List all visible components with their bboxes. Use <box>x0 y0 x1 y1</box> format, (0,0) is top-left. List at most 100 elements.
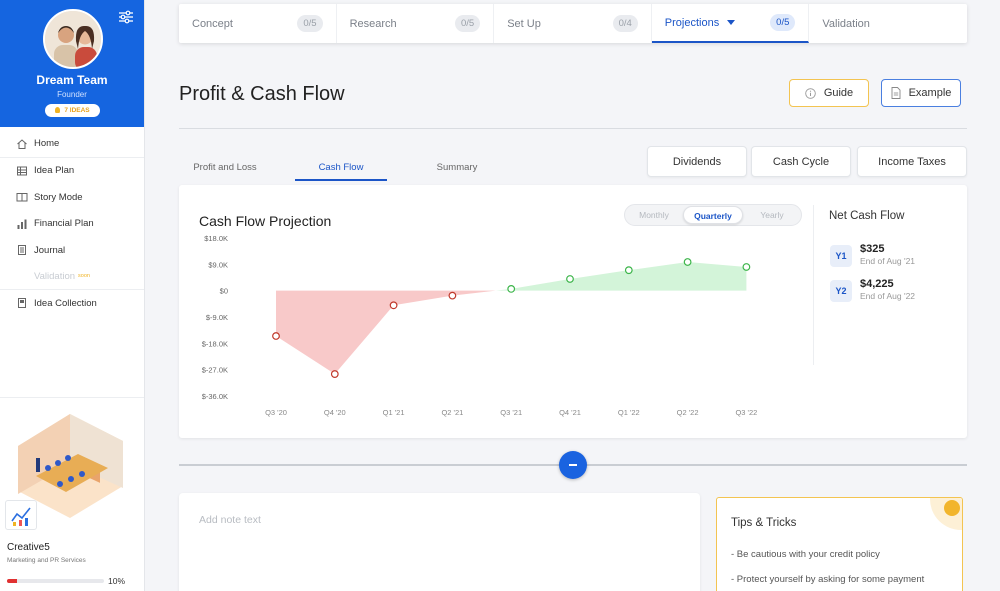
step-tabs: Concept 0/5 Research 0/5 Set Up 0/4 Project… <box>179 4 967 43</box>
sidebar-item-idea-collection[interactable]: Idea Collection <box>0 290 144 317</box>
x-tick-label: Q2 '21 <box>441 408 463 417</box>
bulb-icon <box>55 107 61 113</box>
cash-cycle-button[interactable]: Cash Cycle <box>751 146 851 177</box>
table-icon <box>16 165 28 177</box>
page-title: Profit & Cash Flow <box>179 83 345 105</box>
tip-item: - Be cautious with your credit policy <box>731 549 880 560</box>
validation-icon <box>16 270 28 282</box>
user-role: Founder <box>57 90 87 99</box>
sidebar-item-label: Idea Collection <box>34 297 97 309</box>
net-cash-flow-y1: Y1 $325 End of Aug '21 <box>830 243 960 273</box>
x-tick-label: Q3 '22 <box>735 408 757 417</box>
tab-concept[interactable]: Concept 0/5 <box>179 4 337 43</box>
x-tick-label: Q1 '22 <box>618 408 640 417</box>
journal-icon <box>16 244 28 256</box>
data-point <box>566 275 574 283</box>
caret-down-icon[interactable] <box>727 20 736 25</box>
company-progress-fill <box>7 579 17 583</box>
company-logo <box>5 500 37 530</box>
tips-card: Tips & Tricks - Be cautious with your cr… <box>716 497 963 591</box>
sidebar-item-validation: Validation soon <box>0 264 144 290</box>
data-point <box>272 332 280 340</box>
sliders-icon[interactable] <box>118 9 134 25</box>
ideas-badge[interactable]: 7 IDEAS <box>45 104 100 117</box>
company-progress-label: 10% <box>108 576 126 586</box>
sidebar-item-home[interactable]: Home <box>0 131 144 158</box>
tab-profit-and-loss[interactable]: Profit and Loss <box>193 162 257 173</box>
tab-label: Research <box>349 17 397 30</box>
data-point <box>742 263 751 271</box>
negative-area <box>276 290 496 375</box>
y-tick-label: $-36.0K <box>202 392 228 401</box>
note-editor[interactable]: Add note text <box>179 493 700 591</box>
x-tick-label: Q3 '21 <box>500 408 522 417</box>
cash-flow-chart: $18.0K $9.0K $0 $-9.0K $-18.0K $-27.0K $-36.0K… <box>202 234 758 417</box>
tab-label: Validation <box>822 17 870 30</box>
income-taxes-button[interactable]: Income Taxes <box>857 146 967 177</box>
company-card[interactable]: Creative5 Marketing and PR Services 10% <box>0 397 144 591</box>
net-cash-flow-value: $325 <box>860 243 885 255</box>
sidebar-item-label: Validation <box>34 270 76 282</box>
tab-count: 0/5 <box>297 15 323 32</box>
y-tick-label: $9.0K <box>208 260 228 269</box>
sidebar-item-label: Journal <box>34 244 66 256</box>
x-tick-label: Q4 '21 <box>559 408 581 417</box>
x-tick-label: Q3 '20 <box>265 408 287 417</box>
sidebar-item-idea-plan[interactable]: Idea Plan <box>0 158 144 185</box>
positive-area <box>495 261 747 291</box>
x-tick-label: Q4 '20 <box>324 408 346 417</box>
period-yearly[interactable]: Yearly <box>760 210 784 220</box>
tab-label: Set Up <box>507 17 541 30</box>
tab-count: 0/5 <box>454 15 481 32</box>
avatar[interactable] <box>43 9 103 69</box>
x-tick-label: Q2 '22 <box>677 408 699 417</box>
net-cash-flow-y2: Y2 $4,225 End of Aug '22 <box>830 278 960 308</box>
tab-count: 0/5 <box>770 14 796 31</box>
tip-item: - Protect yourself by asking for some pa… <box>731 574 925 585</box>
sidebar-item-story-mode[interactable]: Story Mode <box>0 184 144 211</box>
tips-title: Tips & Tricks <box>731 517 797 529</box>
data-point <box>624 266 633 275</box>
x-tick-label: Q1 '21 <box>383 408 405 417</box>
sidebar-item-label: Home <box>34 138 60 150</box>
y-tick-label: $18.0K <box>204 234 228 243</box>
company-progress-bar <box>7 579 104 583</box>
tab-research[interactable]: Research 0/5 <box>337 4 495 43</box>
chart-title: Cash Flow Projection <box>199 213 332 229</box>
note-placeholder: Add note text <box>199 514 261 526</box>
company-name: Creative5 <box>7 542 50 553</box>
net-cash-flow-value: $4,225 <box>860 278 894 290</box>
collection-icon <box>16 297 28 309</box>
sidebar-item-financial-plan[interactable]: Financial Plan <box>0 211 144 238</box>
office-illustration <box>18 414 123 518</box>
tab-projections[interactable]: Projections 0/5 <box>651 4 810 43</box>
period-quarterly[interactable]: Quarterly <box>683 206 743 224</box>
tab-validation[interactable]: Validation <box>809 4 967 43</box>
sidebar: Dream Team Founder 7 IDEAS Home Idea Pla… <box>0 0 145 591</box>
collapse-button[interactable] <box>559 451 587 479</box>
tab-cash-flow[interactable]: Cash Flow <box>295 162 387 181</box>
net-cash-flow-date: End of Aug '22 <box>860 291 916 301</box>
title-divider <box>179 128 967 129</box>
tab-count: 0/4 <box>612 15 638 32</box>
sidebar-item-label: Financial Plan <box>34 218 94 230</box>
sidebar-item-journal[interactable]: Journal <box>0 237 144 264</box>
net-cash-flow-panel: Net Cash Flow Y1 $325 End of Aug '21 Y2 … <box>813 205 967 365</box>
bar-chart-icon <box>16 218 28 230</box>
data-point <box>389 301 398 310</box>
example-button[interactable]: Example <box>881 79 961 107</box>
sidebar-item-label: Story Mode <box>34 191 83 203</box>
sidebar-item-label: Idea Plan <box>34 165 75 177</box>
home-icon <box>16 138 28 150</box>
dividends-button[interactable]: Dividends <box>647 146 747 177</box>
info-icon <box>805 87 816 99</box>
book-icon <box>16 191 28 203</box>
net-cash-flow-title: Net Cash Flow <box>829 210 905 222</box>
tab-label: Projections <box>664 16 720 29</box>
tab-summary[interactable]: Summary <box>436 162 478 173</box>
guide-button[interactable]: Guide <box>789 79 869 107</box>
sidebar-nav: Home Idea Plan Story Mode Financial Plan… <box>0 131 144 317</box>
period-monthly[interactable]: Monthly <box>639 210 669 220</box>
tab-set-up[interactable]: Set Up 0/4 <box>494 4 652 43</box>
tab-label: Concept <box>192 17 233 30</box>
